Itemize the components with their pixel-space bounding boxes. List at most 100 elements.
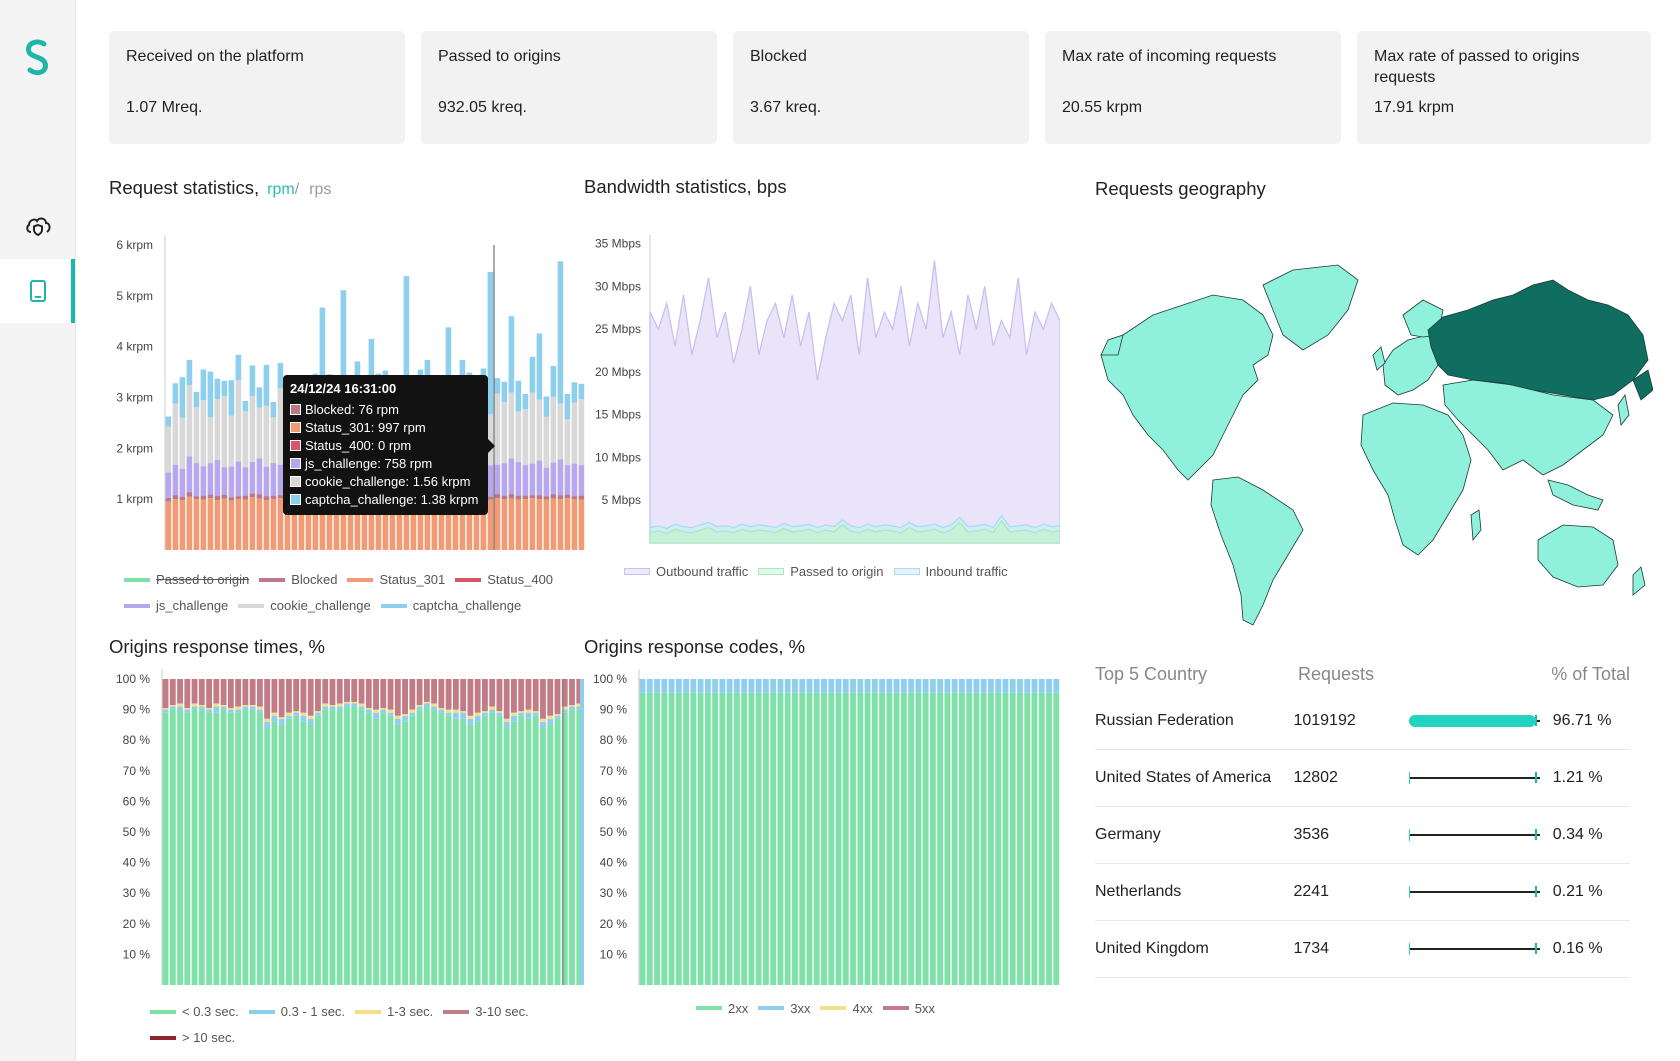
bar-segment[interactable]: [525, 718, 532, 985]
bar-segment[interactable]: [522, 465, 529, 496]
bar-segment[interactable]: [944, 692, 951, 985]
bar-segment[interactable]: [358, 679, 365, 704]
bar-segment[interactable]: [496, 679, 503, 712]
bar-segment[interactable]: [213, 712, 220, 985]
bar-segment[interactable]: [518, 715, 525, 985]
bar-segment[interactable]: [329, 709, 336, 985]
bar-segment[interactable]: [576, 703, 583, 707]
bar-segment[interactable]: [646, 679, 653, 693]
bar-segment[interactable]: [719, 692, 726, 985]
bar-segment[interactable]: [1002, 679, 1009, 693]
bar-segment[interactable]: [578, 465, 585, 496]
bar-segment[interactable]: [741, 679, 748, 693]
bar-segment[interactable]: [569, 705, 575, 707]
bar-segment[interactable]: [777, 679, 784, 693]
legend-item[interactable]: Status_301: [347, 568, 445, 592]
bar-segment[interactable]: [256, 679, 263, 707]
bar-segment[interactable]: [654, 679, 660, 693]
bar-segment[interactable]: [529, 392, 536, 464]
bar-segment[interactable]: [900, 692, 907, 985]
bar-segment[interactable]: [270, 495, 277, 500]
bar-segment[interactable]: [271, 715, 278, 722]
bar-segment[interactable]: [501, 402, 508, 464]
bar-segment[interactable]: [416, 706, 423, 710]
bar-segment[interactable]: [307, 715, 314, 719]
bar-segment[interactable]: [221, 395, 228, 468]
bar-segment[interactable]: [431, 709, 438, 985]
bar-segment[interactable]: [529, 498, 536, 550]
bar-segment[interactable]: [221, 467, 228, 495]
bar-segment[interactable]: [1031, 679, 1038, 693]
bar-segment[interactable]: [191, 679, 198, 704]
bar-segment[interactable]: [179, 377, 186, 418]
bar-segment[interactable]: [340, 499, 347, 550]
response-times-chart[interactable]: 100 % 90 % 80 % 70 % 60 % 50 % 40 % 30 % 20 % 10 …: [100, 665, 590, 995]
bar-segment[interactable]: [1009, 679, 1016, 693]
legend-item[interactable]: 2xx: [696, 1001, 748, 1016]
bar-segment[interactable]: [515, 380, 522, 412]
bar-segment[interactable]: [200, 466, 207, 496]
bar-segment[interactable]: [741, 692, 748, 985]
col-requests-header[interactable]: Requests: [1298, 663, 1375, 684]
bar-segment[interactable]: [373, 718, 379, 985]
bar-segment[interactable]: [322, 706, 329, 710]
bar-segment[interactable]: [278, 718, 285, 725]
bar-segment[interactable]: [186, 359, 193, 386]
bar-segment[interactable]: [307, 679, 314, 716]
bar-segment[interactable]: [242, 679, 249, 706]
bar-segment[interactable]: [828, 679, 835, 693]
bar-segment[interactable]: [494, 378, 501, 394]
bar-segment[interactable]: [285, 679, 292, 713]
bar-segment[interactable]: [494, 464, 501, 495]
bar-segment[interactable]: [704, 692, 711, 985]
bar-segment[interactable]: [365, 679, 372, 709]
bar-segment[interactable]: [532, 715, 539, 985]
bar-segment[interactable]: [177, 703, 183, 707]
bar-segment[interactable]: [792, 679, 798, 693]
bar-segment[interactable]: [571, 463, 578, 497]
bar-segment[interactable]: [263, 500, 270, 550]
bar-segment[interactable]: [277, 495, 284, 499]
bar-segment[interactable]: [291, 499, 298, 550]
bar-segment[interactable]: [256, 458, 263, 495]
bar-segment[interactable]: [264, 721, 271, 728]
bar-segment[interactable]: [423, 701, 430, 704]
bar-segment[interactable]: [293, 712, 300, 716]
bar-segment[interactable]: [235, 354, 242, 381]
bar-segment[interactable]: [235, 709, 242, 713]
bar-segment[interactable]: [380, 708, 387, 710]
bar-segment[interactable]: [835, 679, 842, 693]
bar-segment[interactable]: [578, 383, 585, 400]
bar-segment[interactable]: [278, 679, 285, 718]
bar-segment[interactable]: [402, 679, 408, 715]
bar-segment[interactable]: [995, 679, 1002, 693]
bar-segment[interactable]: [322, 703, 329, 707]
bar-segment[interactable]: [571, 402, 578, 464]
bar-segment[interactable]: [206, 679, 213, 709]
bar-segment[interactable]: [755, 679, 762, 693]
bar-segment[interactable]: [200, 369, 207, 401]
bar-segment[interactable]: [162, 712, 169, 985]
bar-segment[interactable]: [1053, 679, 1060, 693]
bar-segment[interactable]: [315, 711, 321, 713]
bar-segment[interactable]: [387, 715, 394, 985]
bar-segment[interactable]: [263, 466, 270, 497]
bar-segment[interactable]: [864, 679, 871, 693]
bar-segment[interactable]: [806, 679, 813, 693]
bar-segment[interactable]: [206, 712, 213, 985]
bar-segment[interactable]: [518, 679, 525, 712]
bar-segment[interactable]: [1046, 679, 1052, 693]
table-row[interactable]: Germany 3536 0.34 %: [1095, 807, 1630, 864]
bar-segment[interactable]: [300, 721, 307, 985]
bar-segment[interactable]: [697, 692, 704, 985]
bar-segment[interactable]: [293, 715, 300, 985]
bar-segment[interactable]: [564, 393, 571, 420]
bar-segment[interactable]: [242, 411, 249, 468]
bar-segment[interactable]: [207, 417, 214, 464]
bar-segment[interactable]: [474, 715, 481, 722]
bar-segment[interactable]: [172, 499, 179, 550]
bar-segment[interactable]: [264, 727, 271, 985]
bar-segment[interactable]: [358, 709, 365, 985]
bar-segment[interactable]: [373, 709, 379, 713]
bar-segment[interactable]: [191, 709, 198, 985]
